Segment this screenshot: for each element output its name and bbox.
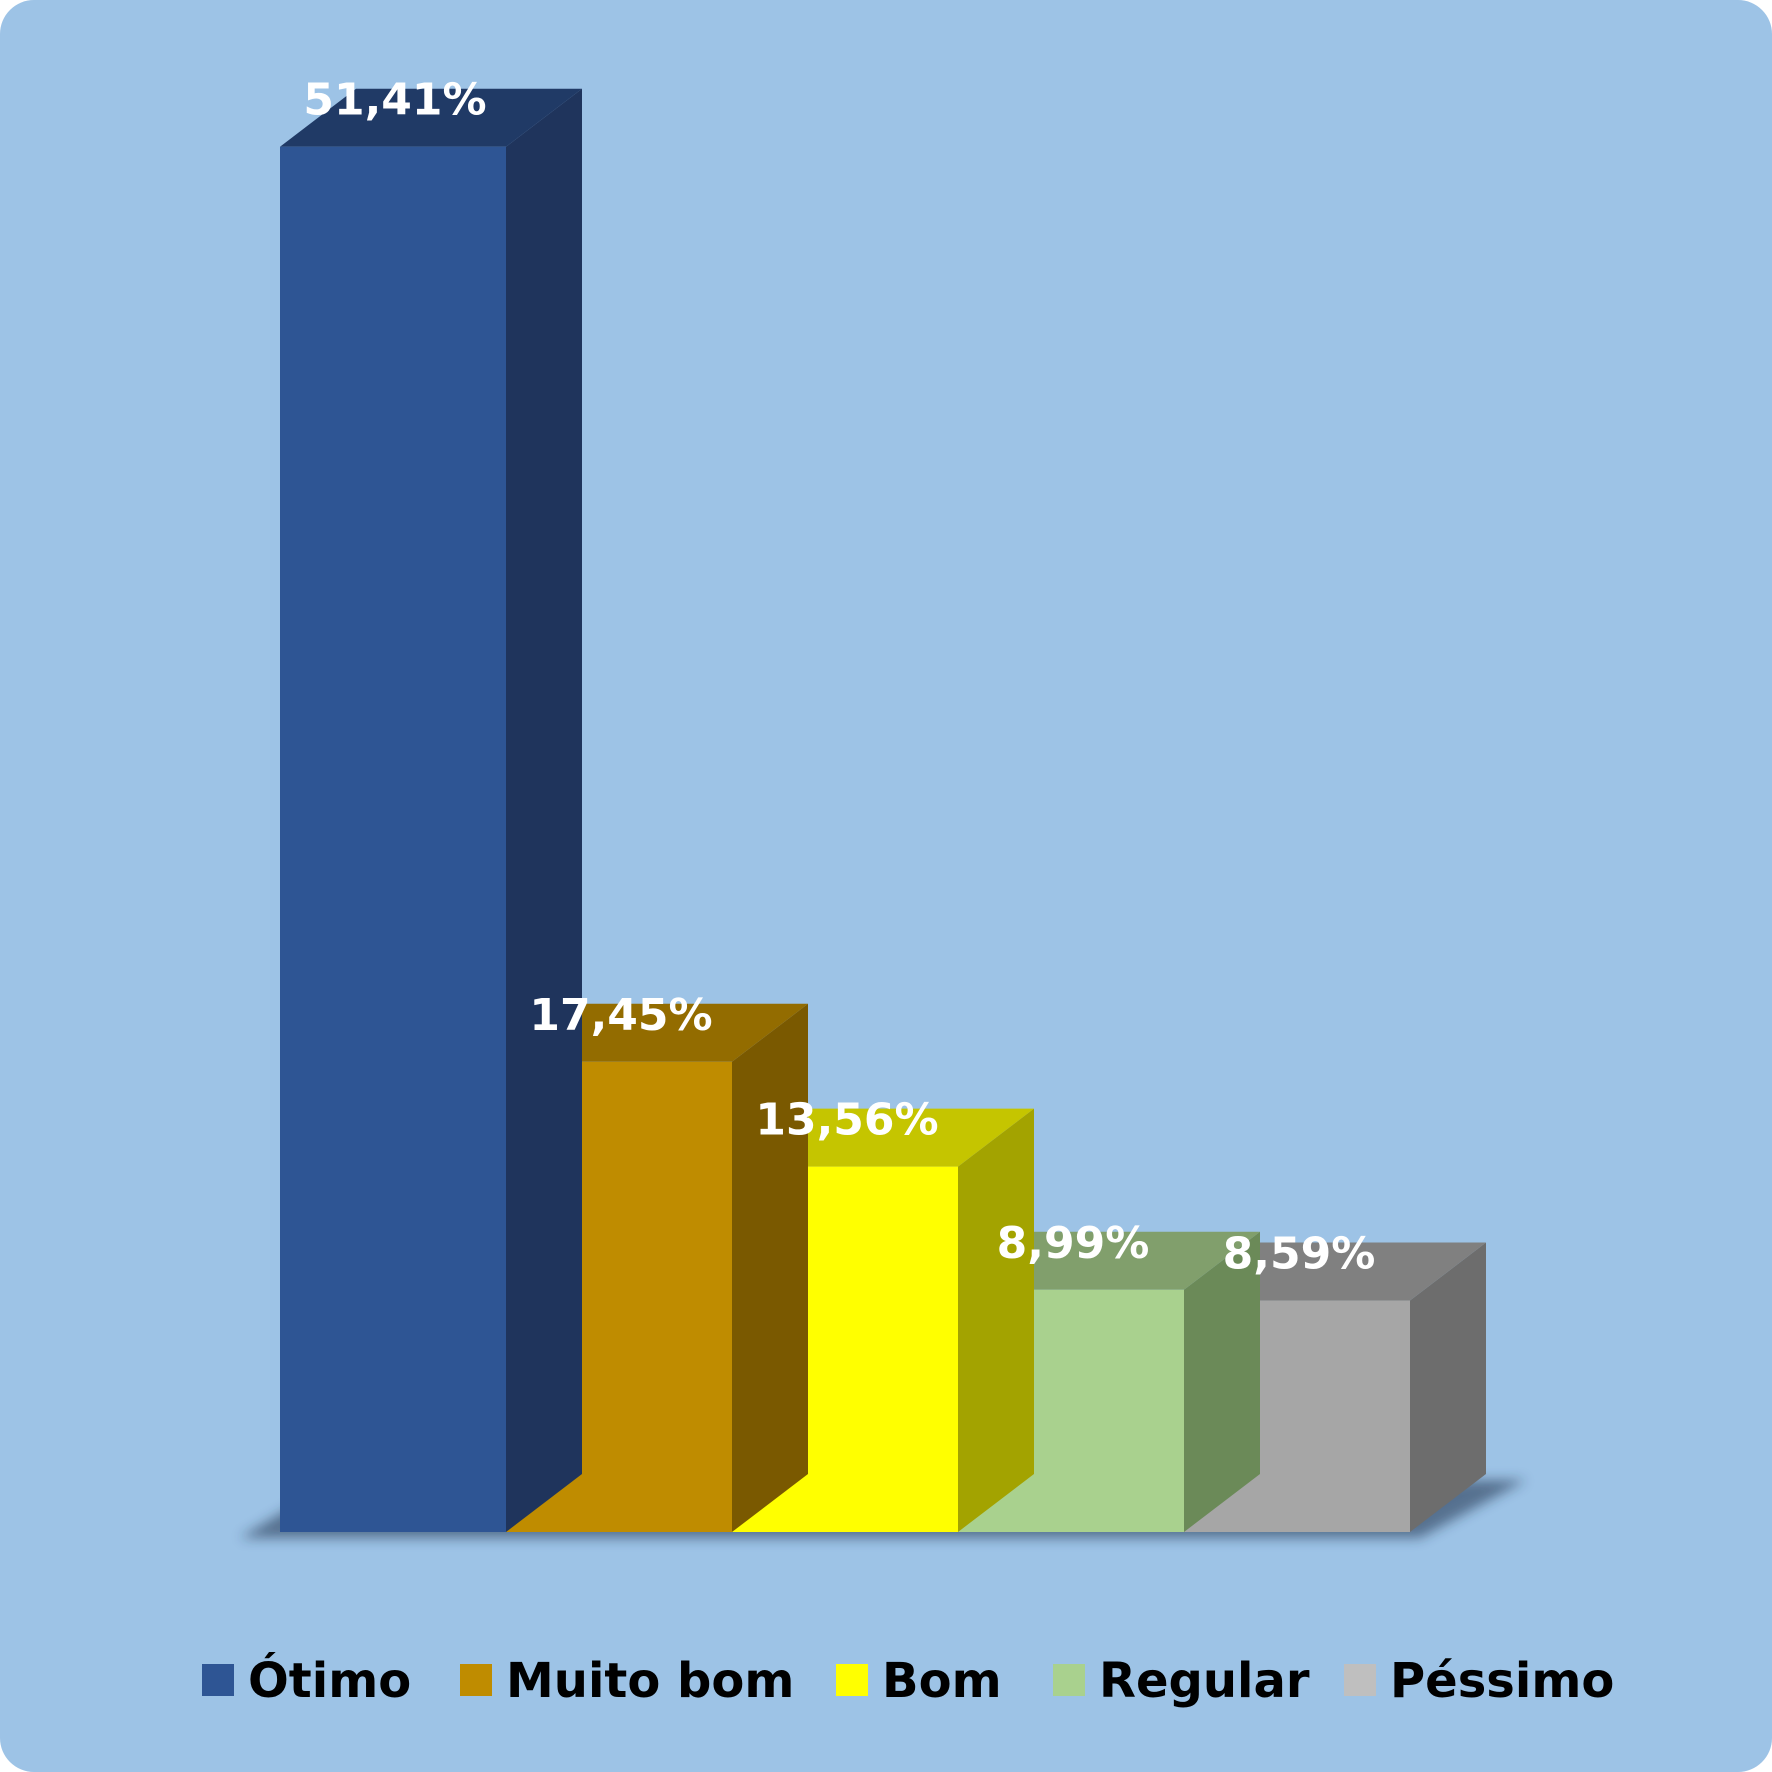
legend-label-otimo: Ótimo [248, 1652, 411, 1709]
data-label-bom: 13,56% [755, 1095, 938, 1146]
bar-otimo-top [280, 88, 582, 147]
legend-item-bom: Bom [836, 1653, 1002, 1709]
legend-item-muito-bom: Muito bom [460, 1653, 794, 1709]
bar-regular-side [1184, 1231, 1260, 1532]
legend-item-otimo: Ótimo [202, 1652, 411, 1709]
legend-label-pessimo: Péssimo [1390, 1653, 1614, 1709]
legend-label-muito-bom: Muito bom [506, 1653, 794, 1709]
bar-muito-bom-side [732, 1003, 808, 1532]
data-label-regular: 8,99% [997, 1218, 1150, 1269]
data-label-muito-bom: 17,45% [529, 990, 712, 1041]
legend-swatch-bom [836, 1664, 868, 1696]
bar-otimo-side [506, 88, 582, 1533]
bar-pessimo-side [1410, 1242, 1486, 1532]
legend-label-bom: Bom [882, 1653, 1002, 1709]
legend-label-regular: Regular [1099, 1653, 1310, 1709]
legend: Ótimo Muito bom Bom Regular Péssimo [202, 1652, 1614, 1709]
bar-otimo-front [280, 146, 506, 1533]
data-labels: 8,59% 8,99% 13,56% 17,45% 51,41% [303, 75, 1375, 1280]
bar-otimo [280, 88, 582, 1533]
legend-swatch-otimo [202, 1664, 234, 1696]
legend-swatch-pessimo [1344, 1664, 1376, 1696]
bar-bom-side [958, 1108, 1034, 1532]
legend-swatch-regular [1053, 1664, 1085, 1696]
data-label-otimo: 51,41% [303, 75, 486, 126]
data-label-pessimo: 8,59% [1223, 1229, 1376, 1280]
legend-item-pessimo: Péssimo [1344, 1653, 1614, 1709]
legend-item-regular: Regular [1053, 1653, 1310, 1709]
legend-swatch-muito-bom [460, 1664, 492, 1696]
bars [280, 88, 1486, 1533]
